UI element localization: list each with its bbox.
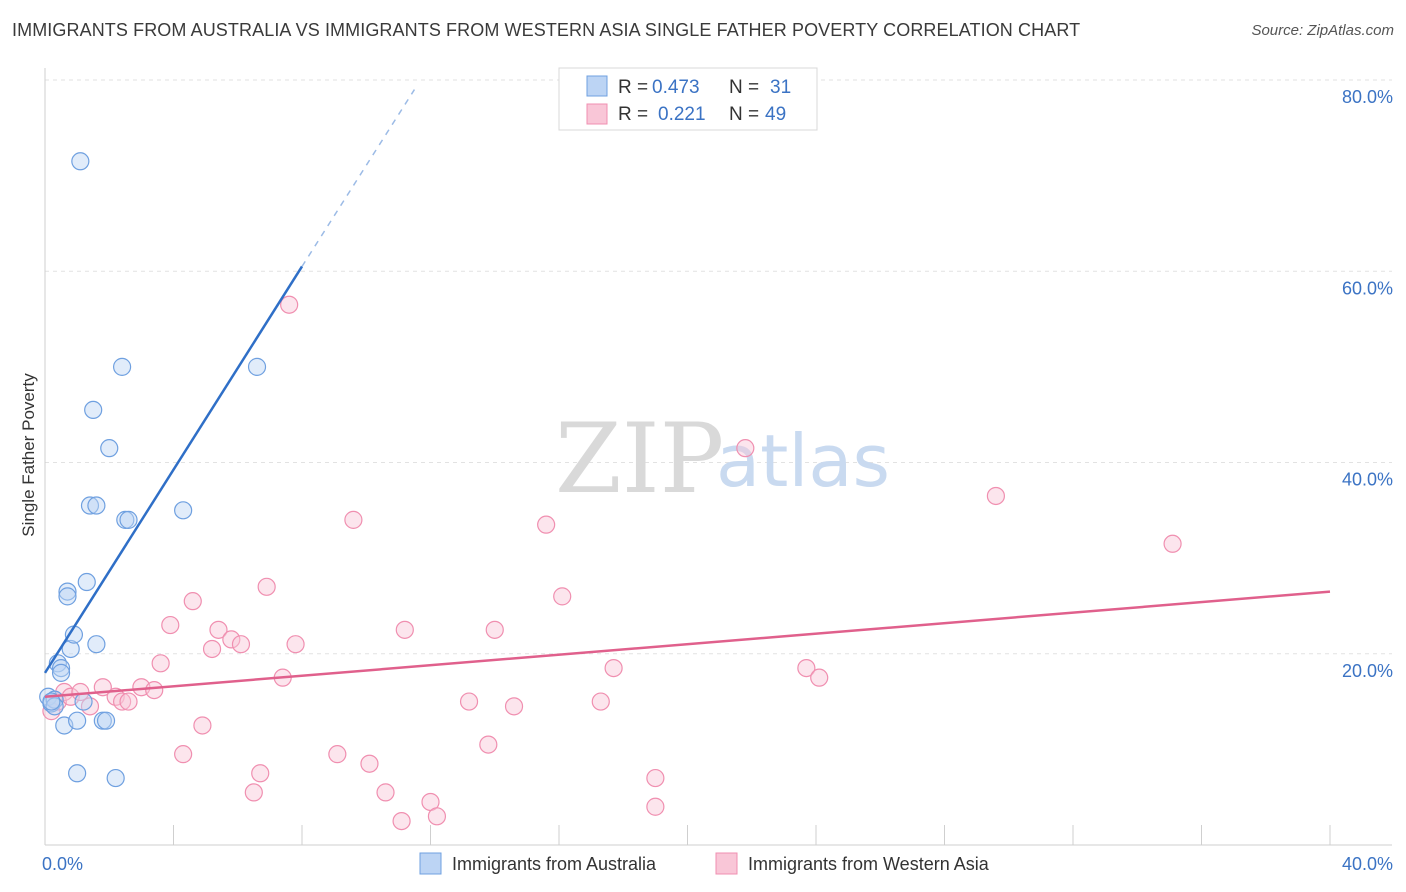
western-asia-point bbox=[112, 692, 132, 711]
legend-r-value: 0.473 bbox=[652, 77, 700, 98]
australia-point bbox=[247, 357, 267, 376]
australia-point bbox=[58, 582, 77, 601]
australia-point bbox=[100, 439, 119, 458]
axes bbox=[44, 68, 1392, 846]
western-asia-point bbox=[183, 592, 202, 611]
bottom-legend-western-asia: Immigrants from Western Asia bbox=[748, 854, 990, 874]
watermark-atlas: atlas bbox=[716, 419, 890, 503]
grid-lines bbox=[45, 79, 1392, 655]
bottom-legend-australia: Immigrants from Australia bbox=[452, 854, 657, 874]
australia-point bbox=[51, 663, 71, 682]
western-asia-point bbox=[427, 807, 447, 826]
australia-point bbox=[68, 711, 87, 730]
western-asia-point bbox=[810, 668, 829, 687]
australia-point bbox=[77, 572, 96, 592]
australia-point bbox=[68, 764, 87, 783]
watermark: ZIP atlas bbox=[555, 403, 890, 515]
legend-r-label: R = bbox=[618, 77, 648, 98]
legend-r-label: R = bbox=[618, 104, 648, 125]
australia-point bbox=[61, 639, 80, 659]
western-asia-point bbox=[459, 692, 479, 711]
western-asia-point bbox=[1163, 534, 1182, 553]
western-asia-point bbox=[986, 486, 1006, 506]
western-asia-point bbox=[161, 615, 180, 635]
y-tick-label: 60.0% bbox=[1342, 278, 1393, 298]
x-tick-label: 40.0% bbox=[1342, 854, 1393, 874]
western-asia-point bbox=[485, 620, 504, 639]
australia-point bbox=[87, 496, 106, 515]
australia-point bbox=[51, 658, 71, 678]
watermark-zip: ZIP bbox=[555, 403, 724, 515]
western-asia-point bbox=[151, 654, 170, 673]
legend-n-label: N = bbox=[729, 104, 759, 125]
western-asia-point bbox=[202, 639, 222, 659]
australia-point bbox=[174, 501, 193, 520]
australia-point bbox=[106, 768, 125, 788]
y-tick-label: 20.0% bbox=[1342, 661, 1393, 681]
australia-point bbox=[80, 496, 100, 515]
legend-n-label: N = bbox=[729, 77, 759, 98]
western-asia-point bbox=[280, 295, 299, 314]
western-asia-point bbox=[251, 764, 270, 783]
top-legend: R = 0.473 N = 31 R = 0.221 N = 49 bbox=[558, 67, 818, 131]
western-asia-point bbox=[479, 735, 498, 754]
legend-n-value: 49 bbox=[765, 104, 786, 125]
western-asia-points bbox=[42, 295, 1182, 831]
western-asia-point bbox=[174, 745, 193, 764]
western-asia-point bbox=[646, 768, 665, 788]
western-asia-point bbox=[376, 783, 395, 802]
legend-r-value: 0.221 bbox=[658, 104, 706, 125]
bottom-legend-swatch-australia bbox=[419, 852, 442, 875]
western-asia-trend-line bbox=[44, 590, 1331, 699]
western-asia-point bbox=[193, 716, 212, 735]
source-credit: Source: ZipAtlas.com bbox=[1251, 22, 1394, 39]
tick-labels: 20.0% 40.0% 60.0% 80.0% 0.0% 40.0% bbox=[42, 87, 1393, 874]
western-asia-point bbox=[553, 587, 572, 606]
western-asia-point bbox=[736, 439, 755, 458]
western-asia-point bbox=[604, 658, 623, 678]
western-asia-point bbox=[392, 811, 411, 831]
western-asia-point bbox=[344, 510, 363, 529]
trend-lines bbox=[43, 89, 1331, 699]
western-asia-point bbox=[328, 745, 347, 764]
western-asia-point bbox=[119, 692, 138, 711]
western-asia-point bbox=[591, 692, 610, 711]
legend-n-value: 31 bbox=[770, 77, 791, 98]
australia-trend-line bbox=[43, 265, 304, 674]
western-asia-point bbox=[646, 797, 665, 816]
australia-trend-extension bbox=[301, 89, 416, 267]
western-asia-point bbox=[537, 515, 556, 534]
x-tick-label: 0.0% bbox=[42, 854, 83, 874]
western-asia-point bbox=[504, 697, 524, 716]
western-asia-point bbox=[244, 783, 263, 802]
chart-title: IMMIGRANTS FROM AUSTRALIA VS IMMIGRANTS … bbox=[12, 20, 1081, 40]
western-asia-point bbox=[395, 620, 414, 639]
bottom-legend: Immigrants from Australia Immigrants fro… bbox=[419, 852, 990, 875]
australia-point bbox=[58, 587, 77, 606]
australia-points bbox=[39, 152, 267, 788]
western-asia-point bbox=[360, 754, 379, 773]
australia-point bbox=[119, 510, 138, 529]
western-asia-point bbox=[286, 635, 305, 654]
western-asia-point bbox=[231, 635, 251, 654]
y-axis-label: Single Father Poverty bbox=[19, 373, 38, 537]
bottom-legend-swatch-western-asia bbox=[715, 852, 738, 875]
legend-swatch-western-asia bbox=[586, 103, 608, 125]
australia-point bbox=[96, 711, 116, 730]
y-tick-label: 40.0% bbox=[1342, 470, 1393, 490]
legend-swatch-australia bbox=[586, 75, 608, 97]
western-asia-point bbox=[222, 630, 241, 649]
australia-point bbox=[74, 692, 93, 711]
western-asia-point bbox=[797, 658, 816, 678]
australia-point bbox=[112, 357, 132, 376]
australia-point bbox=[71, 152, 90, 171]
western-asia-point bbox=[145, 680, 164, 700]
australia-point bbox=[84, 400, 103, 420]
western-asia-point bbox=[209, 620, 228, 639]
australia-point bbox=[87, 635, 106, 654]
y-tick-label: 80.0% bbox=[1342, 87, 1393, 107]
western-asia-point bbox=[257, 577, 276, 596]
